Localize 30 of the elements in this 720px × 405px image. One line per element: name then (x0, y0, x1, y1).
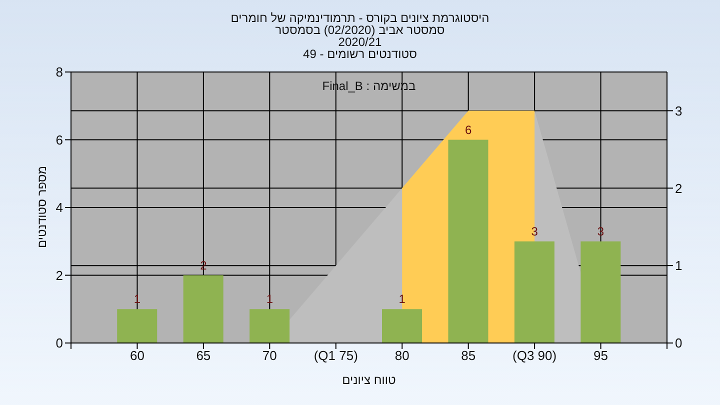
chart-title: היסטוגרמת ציונים בקורס - תרמודינמיקה של חומרים (230, 11, 490, 25)
bar (250, 309, 290, 343)
x-tick-label: 70 (262, 348, 277, 364)
x-axis-title: טווח ציונים (342, 373, 396, 387)
y2-tick-label: 0 (675, 336, 682, 351)
y2-tick-label: 2 (675, 180, 682, 196)
x-tick-label: (Q1 75) (314, 348, 358, 364)
x-tick-label: (Q3 90) (512, 348, 557, 364)
data-label: 6 (464, 122, 472, 137)
y-tick-label: 8 (56, 64, 63, 80)
bar (580, 241, 621, 343)
bar (448, 140, 488, 343)
bar (514, 241, 554, 343)
y2-tick-label: 1 (675, 258, 682, 274)
x-tick-label: 85 (461, 348, 476, 364)
bar (117, 309, 158, 343)
data-label: 3 (531, 224, 538, 238)
bar (382, 309, 422, 343)
bar (183, 275, 224, 343)
y-tick-label: 6 (56, 132, 63, 148)
y-tick-label: 0 (56, 336, 63, 351)
x-tick-label: 80 (394, 348, 410, 364)
x-tick-label: 95 (594, 348, 608, 364)
y-tick-label: 2 (56, 268, 63, 283)
y-tick-label: 4 (56, 200, 63, 216)
x-tick-label: 65 (196, 348, 211, 364)
y2-tick-label: 3 (675, 103, 682, 118)
x-tick-label: 60 (130, 348, 144, 364)
y-axis-title: מספר סטודנטים (35, 166, 49, 248)
data-label: 1 (398, 292, 406, 306)
